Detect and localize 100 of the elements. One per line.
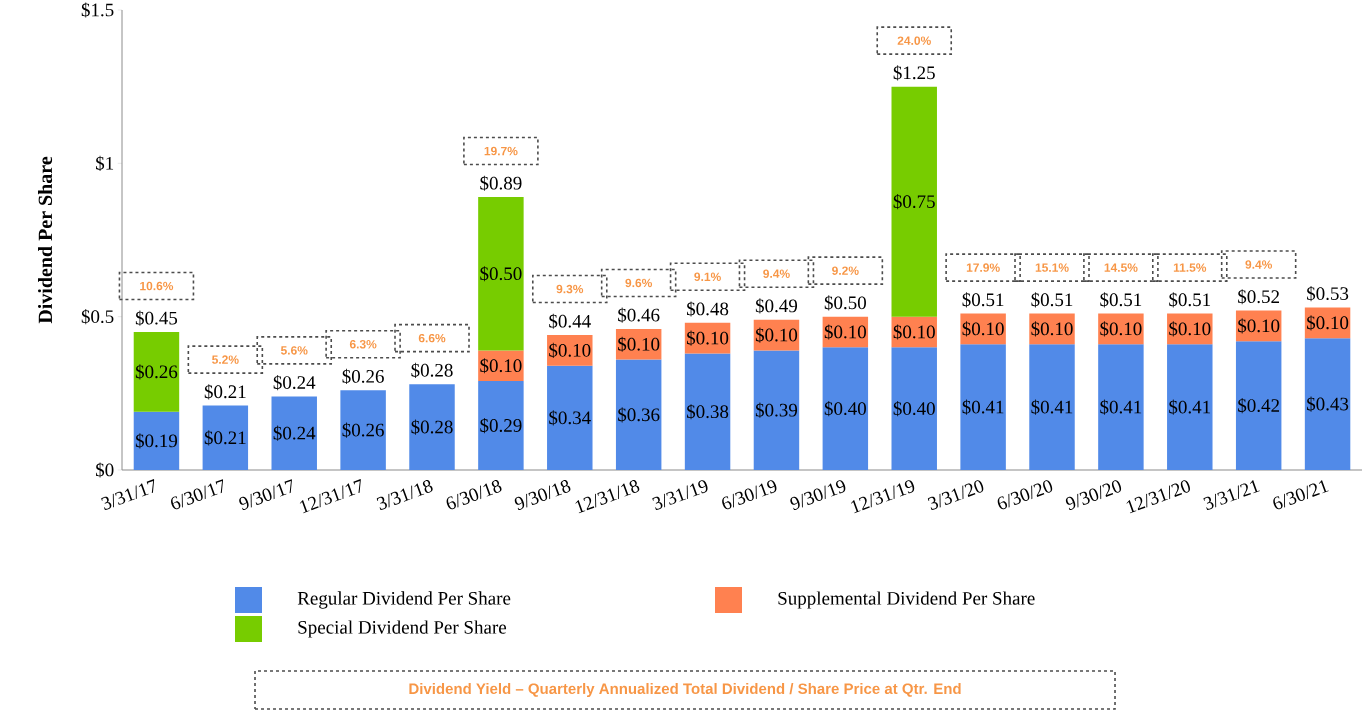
total-label: $0.49 [755,298,798,314]
x-tick-label: 6/30/20 [997,480,1053,510]
annotation: 24.0% [897,36,931,45]
annotation: 17.9% [966,263,1000,272]
data-label: $0.10 [480,358,522,374]
bar [1167,344,1213,470]
annotation: 9.1% [694,272,721,282]
annotation: 9.2% [832,266,859,275]
legend-label: Regular Dividend Per Share [297,591,511,609]
total-label: $0.24 [273,375,316,391]
bar [891,347,937,470]
bar [478,350,524,382]
legend-label: Supplemental Dividend Per Share [778,591,1035,609]
total-label: $0.53 [1307,286,1349,302]
x-tick-label: 9/30/17 [239,479,292,511]
x-tick-label: 6/30/21 [1273,480,1329,510]
data-label: $0.26 [342,422,384,438]
data-label: $0.36 [618,407,660,423]
x-tick-label: 6/30/17 [171,479,224,510]
text: Dividend Yield – Quarterly Annualized Total Dividend / Share Price at Qtr. End [409,683,961,697]
data-label: $0.42 [1238,398,1280,414]
total-label: $0.44 [549,313,591,329]
annotation: 9.3% [556,284,584,294]
data-label: $0.75 [893,194,935,210]
bar [822,347,869,470]
bar [891,86,937,317]
bar [615,359,662,470]
bar [202,405,249,470]
annotation: 5.2% [212,355,239,364]
data-label: $0.43 [1307,396,1349,412]
data-label: $0.40 [893,401,935,417]
total-label: $0.26 [342,368,384,385]
annotation: 9.4% [1245,260,1273,269]
x-tick-label: 6/30/19 [722,480,777,510]
x-tick-label: 9/30/19 [790,480,846,511]
data-label: $0.10 [824,324,866,340]
total-label: $0.46 [618,307,660,323]
data-label: $0.10 [1100,321,1142,337]
x-tick-label: 9/30/18 [514,480,571,511]
data-label: $0.10 [1169,321,1211,337]
annotation: 6.3% [349,340,377,349]
x-tick-label: 3/31/17 [101,479,155,510]
data-label: $0.29 [480,417,522,434]
annotation: 11.5% [1173,263,1207,272]
total-label: $1.25 [893,65,935,81]
annotation: 10.6% [140,281,174,291]
x-tick-label: 3/31/18 [376,480,433,510]
bar [1235,341,1282,470]
annotation: 5.6% [280,346,308,355]
data-label: $0.50 [480,266,522,282]
data-label: $0.24 [273,425,316,441]
data-label: $0.10 [618,336,660,352]
bar [340,390,386,470]
total-label: $0.52 [1238,289,1280,305]
total-label: $0.51 [1169,292,1211,308]
data-label: $0.21 [204,430,246,446]
annotation: 19.7% [484,146,518,156]
y-tick-label: $1 [96,155,114,171]
data-label: $0.10 [962,321,1004,337]
bar [409,384,455,470]
data-label: $0.34 [549,410,591,426]
bar [1029,344,1075,470]
bar [753,350,800,470]
data-label: $0.10 [893,324,935,340]
bar [547,335,593,366]
y-tick-label: $0 [96,462,114,478]
data-label: $0.41 [1100,399,1142,415]
total-label: $0.45 [135,310,178,326]
data-label: $0.41 [1169,399,1211,415]
annotation: 9.4% [763,269,790,278]
annotation: 14.5% [1104,263,1138,272]
x-tick-label: 3/31/20 [927,480,984,510]
total-label: $0.51 [962,292,1004,308]
bar [960,344,1006,470]
data-label: $0.10 [1031,321,1073,337]
data-label: $0.26 [135,364,178,380]
bar [133,332,180,412]
total-label: $0.51 [1031,292,1073,308]
x-tick-label: 6/30/18 [446,480,502,510]
data-label: $0.39 [755,402,798,418]
x-tick-label: 3/31/21 [1203,480,1260,510]
total-label: $0.51 [1100,292,1142,308]
bar [547,365,593,470]
total-label: $0.21 [204,384,246,400]
bar [133,411,180,470]
total-label: $0.89 [480,175,522,191]
total-label: $0.28 [411,362,453,378]
x-tick-label: 9/30/20 [1065,480,1122,511]
data-label: $0.41 [1031,399,1073,415]
data-label: $0.28 [411,419,453,435]
total-label: $0.48 [687,301,729,317]
annotation: 9.6% [625,278,653,288]
y-axis-title: Dividend Per Share [38,156,53,324]
bar [1304,338,1351,470]
bar [478,381,524,470]
legend-label: Special Dividend Per Share [298,620,507,638]
data-label: $0.10 [755,327,798,343]
annotation: 6.6% [418,333,446,343]
bar [478,197,524,351]
data-label: $0.40 [824,401,866,417]
